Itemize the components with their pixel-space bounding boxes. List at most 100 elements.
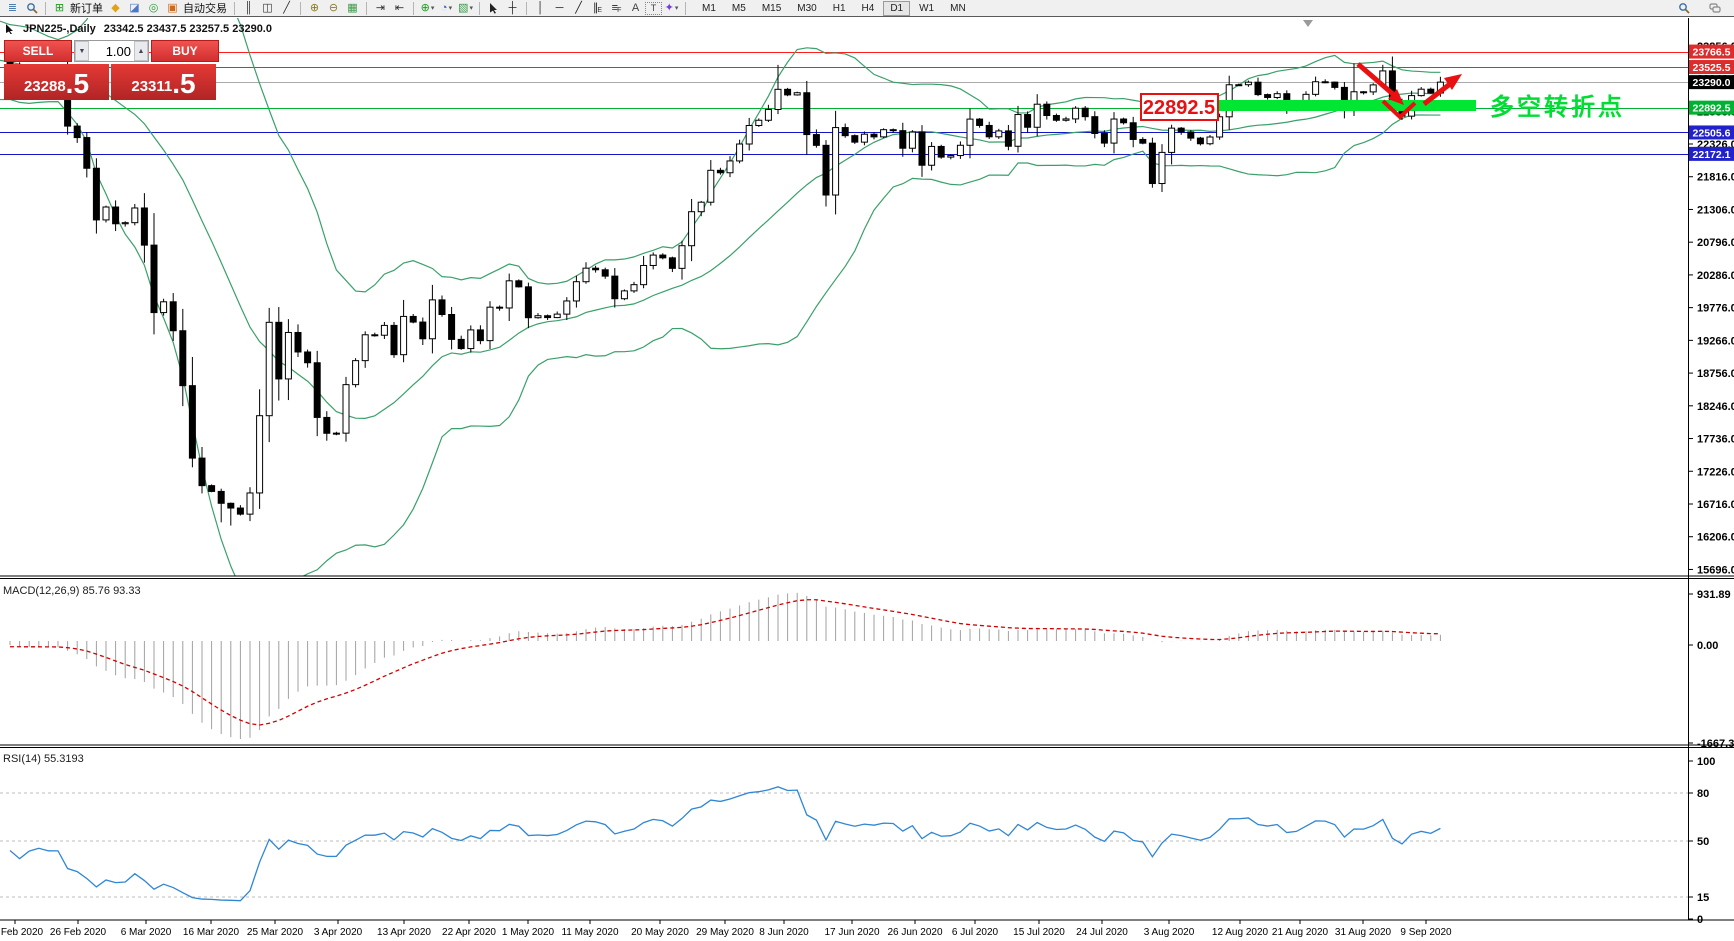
templates-icon[interactable]: ▧ ▾ xyxy=(458,1,473,14)
svg-text:-1667.31: -1667.31 xyxy=(1697,738,1734,750)
preview-icon[interactable] xyxy=(22,1,41,16)
svg-text:21816.0: 21816.0 xyxy=(1697,172,1734,184)
timeframe-d1[interactable]: D1 xyxy=(883,0,911,16)
buy-price-frac: .5 xyxy=(172,68,196,99)
svg-text:100: 100 xyxy=(1697,756,1715,768)
tile-windows-icon[interactable]: ▦ xyxy=(347,1,358,14)
zoom-in-icon[interactable]: ⊕ xyxy=(309,1,320,14)
market-watch-icon[interactable]: ≣ xyxy=(7,1,18,14)
one-click-trading-panel: SELL ▼ ▲ BUY 23288 .5 23311 .5 xyxy=(4,40,219,100)
price-annotation-text: 22892.5 xyxy=(1143,97,1215,119)
candlestick-chart-icon[interactable]: ◫ xyxy=(262,1,273,14)
channel-icon[interactable]: ∥ E xyxy=(592,1,603,14)
sell-price-display[interactable]: 23288 .5 xyxy=(4,64,109,100)
new-order-icon[interactable]: ⊞ xyxy=(54,1,65,14)
timeframe-m1[interactable]: M1 xyxy=(702,2,716,14)
buy-price-main: 23311 xyxy=(131,78,173,95)
arrows-icon[interactable]: ✦ ▾ xyxy=(664,1,679,14)
timeframe-m30[interactable]: M30 xyxy=(797,2,817,14)
svg-text:20286.0: 20286.0 xyxy=(1697,270,1734,282)
svg-text:31 Aug 2020: 31 Aug 2020 xyxy=(1335,927,1392,938)
timeframe-m15[interactable]: M15 xyxy=(761,2,782,14)
cursor-icon xyxy=(6,24,13,34)
toolbar-separator xyxy=(45,1,46,15)
signals-icon[interactable]: ◎ xyxy=(148,1,159,14)
toolbar-separator xyxy=(685,1,686,15)
axis-price-label xyxy=(1689,125,1734,140)
toolbar-separator xyxy=(479,1,480,15)
down-arrow xyxy=(1356,62,1396,97)
ohlc-values: 23342.5 23437.5 23257.5 23290.0 xyxy=(103,23,272,35)
svg-text:13 Apr 2020: 13 Apr 2020 xyxy=(377,927,431,938)
date-axis: 17 Feb 2020 26 Feb 2020 6 Mar 2020 16 Mar 2… xyxy=(0,920,1452,938)
timeframe-m5[interactable]: M5 xyxy=(731,2,746,14)
label-icon[interactable]: T xyxy=(645,1,662,15)
svg-text:26 Feb 2020: 26 Feb 2020 xyxy=(50,927,107,938)
svg-text:16716.0: 16716.0 xyxy=(1697,499,1734,511)
cursor-icon[interactable] xyxy=(484,1,503,16)
svg-text:1 May 2020: 1 May 2020 xyxy=(502,927,555,938)
turning-point-annotation: 多空转折点 xyxy=(1490,93,1625,121)
svg-text:23525.5: 23525.5 xyxy=(1693,62,1731,74)
auto-scroll-icon[interactable]: ⇥ xyxy=(375,1,386,14)
axis-price-label xyxy=(1689,44,1734,59)
search-icon[interactable] xyxy=(1674,1,1693,16)
candles-layer xyxy=(6,55,1444,526)
zoom-out-icon[interactable]: ⊖ xyxy=(328,1,339,14)
price-annotation-box xyxy=(1140,93,1219,121)
svg-text:19776.0: 19776.0 xyxy=(1697,303,1734,315)
chart-title: JPN225-,Daily 23342.5 23437.5 23257.5 23… xyxy=(6,23,272,35)
up-arrow xyxy=(1422,82,1452,106)
buy-button[interactable]: BUY xyxy=(151,40,219,62)
line-chart-icon[interactable]: ╱ xyxy=(283,1,290,14)
svg-text:80: 80 xyxy=(1697,788,1709,800)
symbol-period-label: JPN225-,Daily xyxy=(23,23,96,35)
volume-down-button[interactable]: ▼ xyxy=(75,41,89,61)
svg-text:6 Jul 2020: 6 Jul 2020 xyxy=(952,927,999,938)
vertical-line-icon[interactable]: │ xyxy=(537,1,544,14)
buy-price-display[interactable]: 23311 .5 xyxy=(111,64,216,100)
price-axis: 23856.023346.022836.022326.021816.021306… xyxy=(1688,41,1734,926)
svg-text:15: 15 xyxy=(1697,892,1709,904)
fibonacci-icon[interactable]: ≡ F xyxy=(611,1,622,14)
chart-window[interactable]: 22892.5 多空转折点 23856.023346.022836.022326.0… xyxy=(0,18,1734,941)
timeframe-h4[interactable]: H4 xyxy=(861,2,875,14)
indicators-icon[interactable]: ⊕ ▾ xyxy=(420,1,435,14)
svg-text:11 May 2020: 11 May 2020 xyxy=(561,927,619,938)
crosshair-icon[interactable]: ┼ xyxy=(508,1,517,14)
svg-text:8 Jun 2020: 8 Jun 2020 xyxy=(759,927,809,938)
bar-chart-icon[interactable]: ║ xyxy=(244,1,253,14)
chart-shift-icon[interactable]: ⇤ xyxy=(394,1,405,14)
mql-community-icon[interactable]: ◪ xyxy=(129,1,140,14)
annotations-layer: 22892.5 多空转折点 xyxy=(1140,20,1625,121)
svg-text:17 Jun 2020: 17 Jun 2020 xyxy=(824,927,879,938)
timeframe-mn[interactable]: MN xyxy=(950,2,966,14)
axis-price-label xyxy=(1689,75,1734,90)
svg-text:20 May 2020: 20 May 2020 xyxy=(631,927,689,938)
svg-text:16 Mar 2020: 16 Mar 2020 xyxy=(183,927,240,938)
text-icon[interactable]: A xyxy=(631,1,640,14)
timeframe-w1[interactable]: W1 xyxy=(919,2,935,14)
volume-up-button[interactable]: ▲ xyxy=(134,41,148,61)
chart-canvas[interactable]: 22892.5 多空转折点 23856.023346.022836.022326.0… xyxy=(0,18,1734,941)
chat-icon[interactable] xyxy=(1705,1,1724,16)
metaeditor-icon[interactable]: ◆ xyxy=(111,1,120,14)
svg-text:24 Jul 2020: 24 Jul 2020 xyxy=(1076,927,1128,938)
svg-text:17736.0: 17736.0 xyxy=(1697,434,1734,446)
volume-input[interactable] xyxy=(89,41,134,61)
periods-icon[interactable]: ◔ ▾ xyxy=(440,1,453,14)
trendline-icon[interactable]: ╱ xyxy=(575,1,582,14)
chart-shift-marker xyxy=(1303,20,1313,27)
macd-indicator xyxy=(9,592,1441,739)
autotrading-icon[interactable]: ▣ xyxy=(167,1,178,14)
svg-text:29 May 2020: 29 May 2020 xyxy=(696,927,754,938)
svg-text:20796.0: 20796.0 xyxy=(1697,237,1734,249)
sell-button[interactable]: SELL xyxy=(4,40,72,62)
svg-text:18756.0: 18756.0 xyxy=(1697,368,1734,380)
toolbar-separator xyxy=(526,1,527,15)
svg-text:22892.5: 22892.5 xyxy=(1693,103,1731,115)
pane-borders xyxy=(0,18,1734,921)
timeframe-h1[interactable]: H1 xyxy=(832,2,846,14)
svg-text:12 Aug 2020: 12 Aug 2020 xyxy=(1212,927,1269,938)
horizontal-line-icon[interactable]: ─ xyxy=(555,1,564,14)
